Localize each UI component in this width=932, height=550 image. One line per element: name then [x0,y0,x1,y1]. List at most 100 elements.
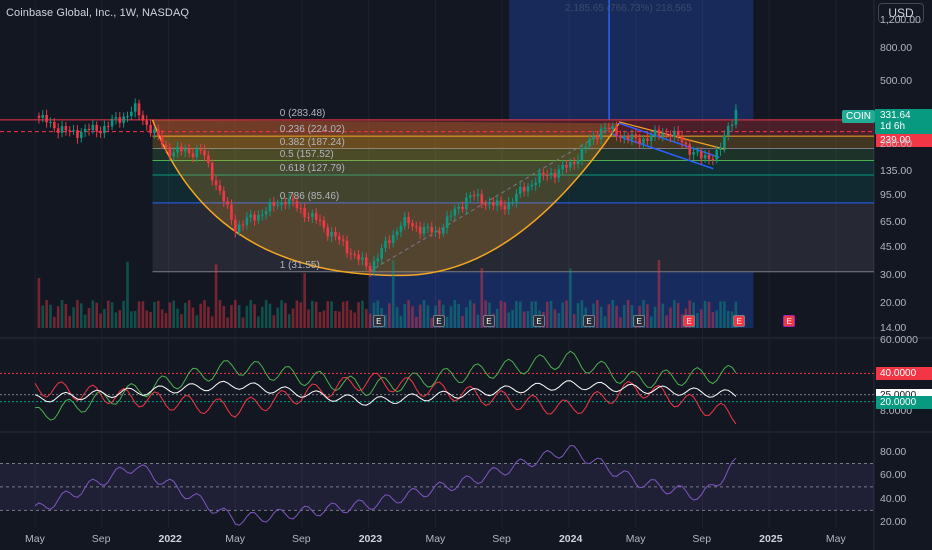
candle-body [272,201,276,206]
candle-body [634,134,638,139]
earnings-badge[interactable]: E [783,315,796,327]
volume-bar [141,301,145,328]
volume-bar [160,309,164,328]
price-axis-tick: 30.00 [880,269,907,282]
volume-bar [249,300,253,328]
candle-body [368,266,372,272]
volume-bar [499,300,503,328]
earnings-badge[interactable]: E [583,315,596,327]
candle-body [480,194,484,205]
time-axis-label: Sep [692,533,712,545]
candle-body [357,254,360,260]
candle-body [318,219,322,221]
oscillator-value-tag: 40.0000 [876,367,932,381]
volume-bar [384,314,387,328]
time-axis-label: May [425,533,446,545]
earnings-badge[interactable]: E [733,315,746,327]
last-price-tag: 331.64 1d 6h [875,109,932,134]
volume-bar [37,278,41,328]
volume-bar [576,302,580,328]
volume-bar [345,301,349,328]
volume-bar [272,315,276,328]
earnings-badge[interactable]: E [372,315,385,327]
candle-body [638,138,641,144]
time-axis-label: May [825,533,846,545]
candle-body [603,127,607,129]
candle-body [518,186,522,194]
earnings-badge[interactable]: E [482,315,495,327]
candle-body [314,213,318,220]
earnings-badge[interactable]: E [432,315,445,327]
volume-bar [653,306,657,328]
earnings-badge[interactable]: E [533,315,546,327]
volume-bar [530,301,534,328]
candle-body [376,258,380,262]
candle-body [149,124,152,134]
volume-bar [418,304,422,328]
time-axis-label: Sep [91,533,111,545]
candle-body [91,124,95,130]
candle-body [580,148,584,161]
volume-bar [630,305,634,328]
volume-bar [110,302,114,328]
candle-body [241,224,245,226]
candle-body [468,195,472,198]
volume-bar [557,313,561,328]
candle-body [680,136,684,143]
bar-countdown: 1d 6h [880,121,906,132]
candle-body [707,154,711,160]
rsi-axis-tick: 60.00 [880,469,907,482]
rsi-axis-tick: 40.00 [880,492,907,505]
volume-bar [218,300,222,328]
volume-bar [622,305,626,328]
candle-body [391,235,395,243]
candle-body [87,128,91,130]
candle-body [530,184,534,187]
candle-body [703,154,707,159]
earnings-badge[interactable]: E [683,315,696,327]
volume-bar [318,312,322,328]
candle-body [734,109,738,125]
price-axis-tick: 20.00 [880,297,907,310]
time-axis-label: 2023 [358,533,383,545]
earnings-badge[interactable]: E [633,315,646,327]
volume-bar [657,260,661,328]
volume-bar [311,300,314,328]
candle-body [449,215,453,217]
candle-body [607,127,611,129]
volume-bar [49,304,52,328]
candle-body [711,159,715,161]
candle-body [415,226,418,228]
candle-body [68,130,72,132]
fib-band [152,148,874,161]
candle-body [372,261,376,272]
volume-bar [468,300,472,328]
volume-bar [99,313,102,328]
candle-body [114,117,118,119]
volume-bar [549,300,553,328]
candle-body [168,147,172,157]
volume-bar [207,306,210,328]
measure-readout: 2,185.65 (766.73%) 218,565 [565,3,692,14]
volume-bar [199,303,202,328]
candle-body [245,217,249,226]
currency-button[interactable]: USD [878,3,924,23]
volume-bar [349,309,353,328]
candle-body [538,172,541,183]
handle-trend [618,121,726,150]
volume-bar [688,300,692,328]
candle-body [457,206,460,209]
candle-body [203,150,206,156]
candle-body [56,128,60,133]
volume-bar [445,316,449,328]
volume-bar [599,306,603,328]
candle-body [515,193,518,202]
candle-body [79,131,83,138]
volume-bar [237,305,241,328]
volume-bar [615,305,618,328]
candle-body [199,148,202,151]
volume-bar [45,300,48,328]
volume-bar [133,310,137,328]
candle-body [60,126,64,133]
